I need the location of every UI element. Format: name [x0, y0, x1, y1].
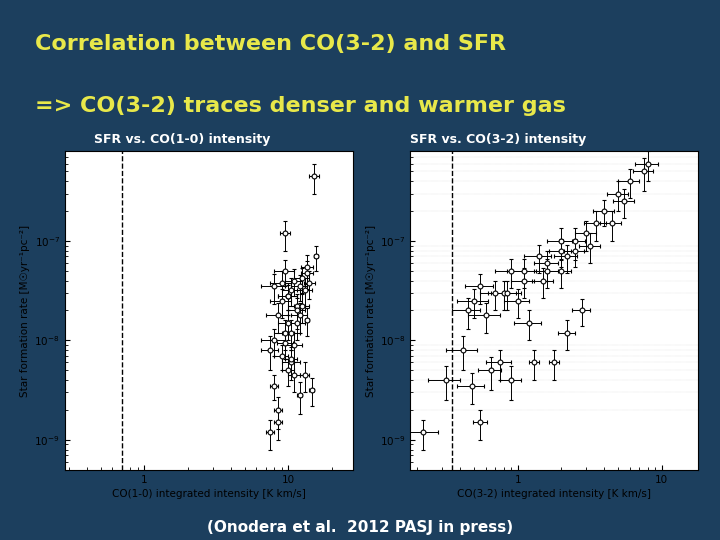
Text: (Onodera et al.  2012 PASJ in press): (Onodera et al. 2012 PASJ in press): [207, 519, 513, 535]
Text: SFR vs. CO(1-0) intensity: SFR vs. CO(1-0) intensity: [94, 133, 270, 146]
Text: SFR vs. CO(3-2) intensity: SFR vs. CO(3-2) intensity: [410, 133, 587, 146]
Y-axis label: Star formation rate [M☉yr⁻¹pc⁻²]: Star formation rate [M☉yr⁻¹pc⁻²]: [20, 225, 30, 396]
Text: Correlation between CO(3-2) and SFR: Correlation between CO(3-2) and SFR: [35, 34, 506, 54]
Text: => CO(3-2) traces denser and warmer gas: => CO(3-2) traces denser and warmer gas: [35, 96, 566, 116]
Y-axis label: Star formation rate [M☉yr⁻¹pc⁻²]: Star formation rate [M☉yr⁻¹pc⁻²]: [366, 225, 376, 396]
X-axis label: CO(1-0) integrated intensity [K km/s]: CO(1-0) integrated intensity [K km/s]: [112, 489, 306, 499]
X-axis label: CO(3-2) integrated intensity [K km/s]: CO(3-2) integrated intensity [K km/s]: [457, 489, 652, 499]
